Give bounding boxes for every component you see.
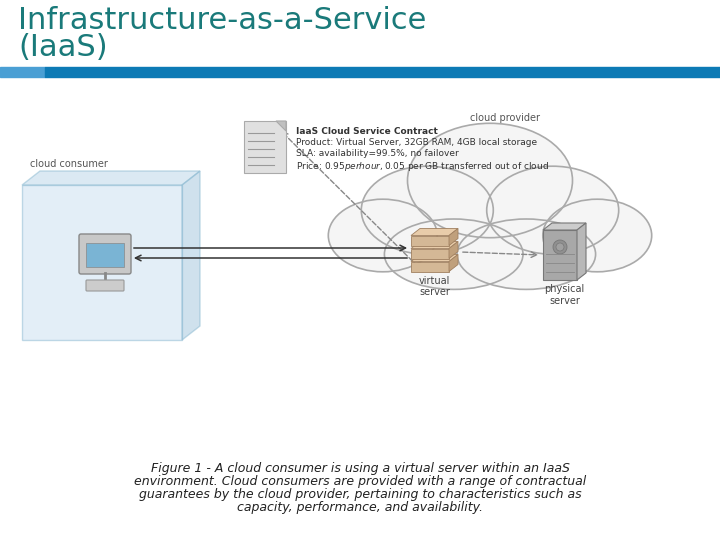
Ellipse shape <box>384 219 523 289</box>
Ellipse shape <box>408 123 572 238</box>
Text: cloud consumer: cloud consumer <box>30 159 108 169</box>
Polygon shape <box>276 121 286 131</box>
Bar <box>411 248 449 259</box>
Text: cloud provider: cloud provider <box>470 113 540 123</box>
Ellipse shape <box>543 199 652 272</box>
Text: virtual
server: virtual server <box>419 275 450 297</box>
Polygon shape <box>449 228 458 246</box>
Polygon shape <box>411 228 458 235</box>
Text: capacity, performance, and availability.: capacity, performance, and availability. <box>237 501 483 514</box>
Bar <box>86 243 124 267</box>
Text: (IaaS): (IaaS) <box>18 33 107 62</box>
Polygon shape <box>411 241 458 248</box>
Polygon shape <box>543 223 586 230</box>
Polygon shape <box>22 171 200 185</box>
Text: Figure 1 - A cloud consumer is using a virtual server within an IaaS: Figure 1 - A cloud consumer is using a v… <box>150 462 570 475</box>
FancyBboxPatch shape <box>79 234 131 274</box>
Text: guarantees by the cloud provider, pertaining to characteristics such as: guarantees by the cloud provider, pertai… <box>139 488 581 501</box>
Bar <box>22 185 182 340</box>
Circle shape <box>553 240 567 254</box>
Polygon shape <box>411 254 458 261</box>
Text: Infrastructure-as-a-Service: Infrastructure-as-a-Service <box>18 6 426 35</box>
Text: Product: Virtual Server, 32GB RAM, 4GB local storage: Product: Virtual Server, 32GB RAM, 4GB l… <box>296 138 537 147</box>
Text: SLA: availability=99.5%, no failover: SLA: availability=99.5%, no failover <box>296 149 459 158</box>
Ellipse shape <box>457 219 595 289</box>
Polygon shape <box>449 254 458 272</box>
Text: physical
server: physical server <box>544 284 585 306</box>
Polygon shape <box>449 241 458 259</box>
Text: environment. Cloud consumers are provided with a range of contractual: environment. Cloud consumers are provide… <box>134 475 586 488</box>
Bar <box>0 67 45 77</box>
Polygon shape <box>182 171 200 340</box>
Ellipse shape <box>487 166 618 254</box>
Ellipse shape <box>328 199 437 272</box>
Ellipse shape <box>361 166 493 254</box>
Polygon shape <box>577 223 586 280</box>
FancyBboxPatch shape <box>86 280 124 291</box>
Bar <box>411 235 449 246</box>
Bar <box>543 230 577 280</box>
Bar <box>45 67 720 77</box>
Circle shape <box>556 243 564 251</box>
Bar <box>411 261 449 272</box>
Bar <box>244 121 286 173</box>
Text: Price: $0.95 per hour, $0.05 per GB transferred out of cloud: Price: $0.95 per hour, $0.05 per GB tran… <box>296 160 549 173</box>
Text: IaaS Cloud Service Contract: IaaS Cloud Service Contract <box>296 127 438 136</box>
